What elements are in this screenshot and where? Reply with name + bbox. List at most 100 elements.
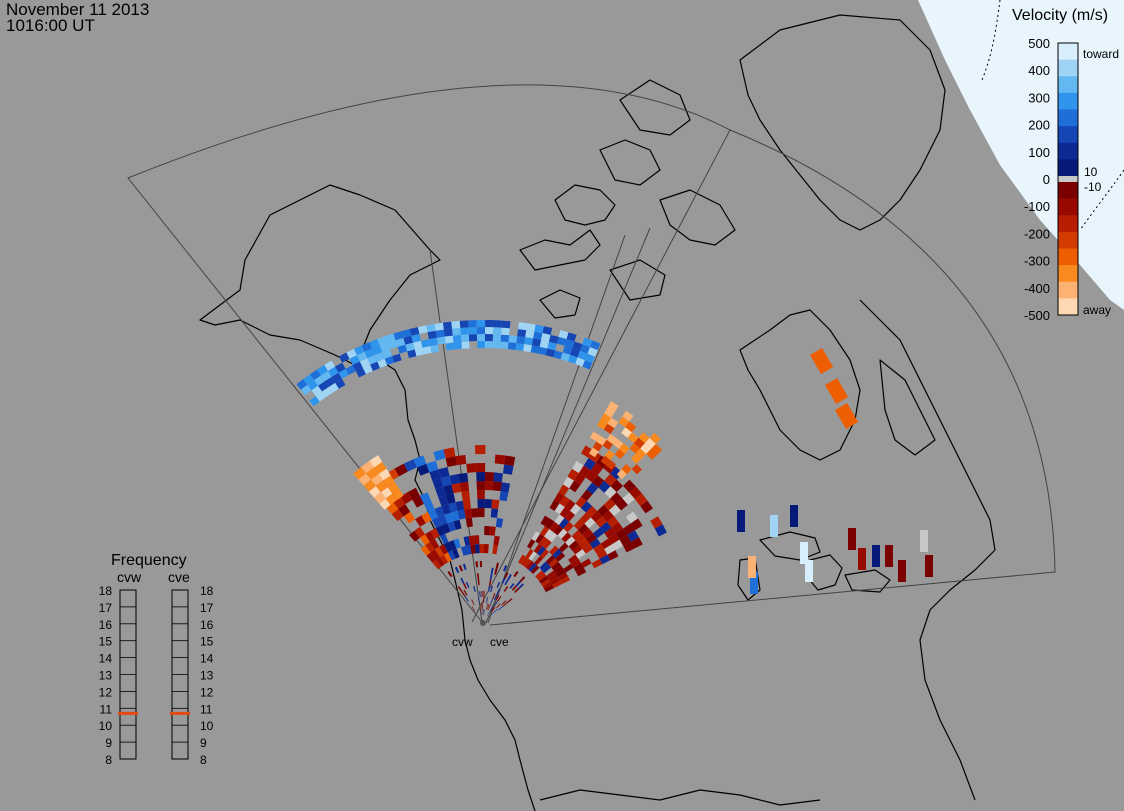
- scatter-cell: [541, 564, 552, 574]
- scatter-cell: [345, 365, 356, 375]
- scatter-cell: [450, 510, 460, 522]
- scatter-cell: [825, 377, 849, 405]
- scatter-cell: [835, 403, 859, 430]
- scatter-cell: [383, 475, 396, 488]
- scatter-cell: [565, 536, 576, 547]
- scatter-cell: [533, 543, 543, 554]
- scatter-cell: [616, 469, 627, 480]
- scatter-cell: [585, 505, 598, 518]
- scatter-cell: [542, 581, 553, 590]
- scatter-cell: [584, 353, 595, 364]
- scatter-cell: [596, 549, 608, 559]
- scatter-cell: [425, 541, 435, 553]
- scatter-cell: [443, 328, 453, 337]
- colorbar-swatch: [1058, 142, 1078, 160]
- scatter-cell: [531, 338, 542, 347]
- scatter-cell: [584, 517, 596, 529]
- scatter-cell: [502, 602, 508, 607]
- scatter-cell: [555, 552, 566, 562]
- scatter-cell: [435, 525, 446, 537]
- frequency-title: Frequency: [111, 552, 187, 569]
- scatter-cell: [359, 358, 371, 368]
- scatter-cell: [403, 459, 417, 472]
- scatter-cell: [460, 327, 469, 335]
- terminator-line: [981, 0, 1001, 81]
- scatter-cell: [387, 482, 400, 494]
- scatter-cell: [579, 512, 591, 524]
- scatter-cell: [370, 361, 380, 372]
- scatter-cell: [528, 551, 537, 561]
- scatter-cell: [375, 480, 388, 493]
- scatter-cell: [451, 320, 461, 329]
- coastlines: [199, 14, 996, 811]
- scatter-cell: [560, 352, 571, 362]
- scatter-cell: [800, 542, 808, 564]
- scatter-cell: [597, 504, 609, 517]
- scatter-cell: [536, 546, 546, 556]
- scatter-cell: [542, 539, 552, 550]
- velocity-tick-label: -200: [1024, 226, 1050, 241]
- scatter-cell: [303, 374, 315, 385]
- scatter-cell: [570, 558, 582, 568]
- scatter-cell: [464, 508, 472, 519]
- scatter-cell: [374, 352, 385, 362]
- scatter-cell: [465, 581, 470, 589]
- scatter-cell: [481, 603, 483, 610]
- scatter-cell: [634, 493, 648, 507]
- frequency-scale-label: 13: [99, 669, 113, 683]
- scatter-cell: [331, 372, 342, 383]
- scatter-cell: [515, 580, 522, 587]
- scatter-cell: [444, 335, 454, 344]
- scatter-cell: [552, 580, 562, 589]
- scatter-cell: [420, 339, 431, 348]
- scatter-cell: [480, 603, 482, 610]
- scatter-cell: [499, 491, 509, 502]
- scatter-cell: [495, 595, 500, 601]
- scatter-cell: [483, 544, 489, 554]
- velocity-tick-label: 300: [1028, 90, 1050, 105]
- scatter-cell: [487, 603, 490, 610]
- scatter-cell: [489, 605, 494, 611]
- scatter-cell: [485, 320, 494, 328]
- scatter-cell: [563, 563, 574, 573]
- scatter-cell: [428, 337, 438, 346]
- scatter-cell: [621, 463, 632, 475]
- velocity-tick-label: -100: [1024, 199, 1050, 214]
- scatter-cell: [582, 543, 594, 554]
- scatter-cell: [433, 449, 446, 461]
- scatter-cell: [589, 538, 601, 549]
- scatter-cell: [612, 438, 624, 449]
- frequency-scale-label: 9: [200, 736, 207, 750]
- scatter-cell: [567, 468, 579, 481]
- scatter-cell: [525, 560, 535, 570]
- scatter-cell: [493, 535, 500, 546]
- scatter-cell: [372, 345, 383, 356]
- scatter-cell: [554, 503, 565, 515]
- scatter-cell: [476, 481, 485, 491]
- scatter-cell: [466, 463, 477, 473]
- scatter-cell: [447, 571, 453, 578]
- scatter-cell: [464, 596, 469, 602]
- scatter-cell: [485, 327, 494, 335]
- colorbar-swatch: [1058, 215, 1078, 233]
- scatter-cell: [413, 455, 427, 468]
- scatter-cell: [496, 603, 501, 609]
- colorbar-swatch: [1058, 126, 1078, 144]
- scatter-cell: [540, 549, 550, 559]
- scatter-cell: [426, 323, 436, 333]
- scatter-cell: [461, 341, 470, 349]
- scatter-cell: [414, 347, 424, 357]
- scatter-cell: [424, 531, 435, 542]
- scatter-cell: [374, 492, 386, 504]
- scatter-cell: [547, 341, 557, 351]
- scatter-cell: [581, 558, 592, 568]
- scatter-cell: [468, 327, 477, 335]
- scatter-cell: [872, 545, 880, 567]
- plus-threshold-label: 10: [1084, 165, 1098, 179]
- scatter-cell: [495, 517, 504, 528]
- scatter-cell: [627, 432, 639, 443]
- scatter-cell: [451, 482, 462, 494]
- scatter-cell: [600, 413, 612, 424]
- frequency-scale-label: 8: [200, 753, 207, 767]
- scatter-cell: [556, 336, 567, 346]
